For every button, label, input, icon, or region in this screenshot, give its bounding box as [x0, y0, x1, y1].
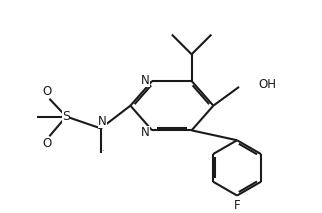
Text: OH: OH: [259, 78, 277, 91]
Text: N: N: [141, 75, 150, 88]
Text: M: M: [94, 155, 102, 165]
Text: N: N: [98, 115, 107, 128]
Text: O: O: [43, 137, 52, 150]
Text: N: N: [141, 126, 150, 139]
Text: F: F: [234, 199, 240, 212]
Text: M: M: [103, 150, 104, 151]
Text: S: S: [62, 110, 70, 123]
Text: O: O: [43, 85, 52, 98]
